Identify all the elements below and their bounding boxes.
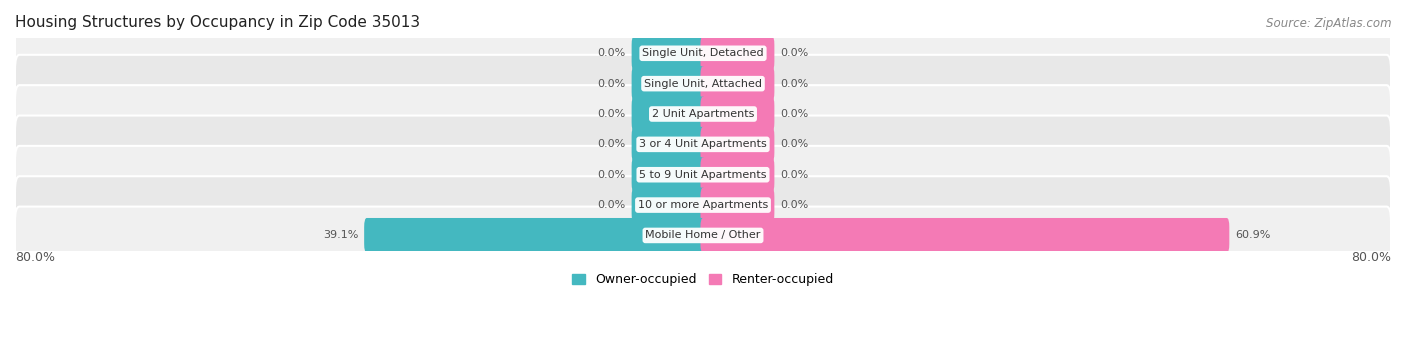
FancyBboxPatch shape [700, 97, 775, 132]
Text: 0.0%: 0.0% [598, 170, 626, 180]
FancyBboxPatch shape [631, 66, 706, 101]
FancyBboxPatch shape [15, 116, 1391, 173]
Text: 0.0%: 0.0% [780, 109, 808, 119]
FancyBboxPatch shape [15, 85, 1391, 143]
Legend: Owner-occupied, Renter-occupied: Owner-occupied, Renter-occupied [568, 268, 838, 291]
Text: Single Unit, Detached: Single Unit, Detached [643, 48, 763, 58]
FancyBboxPatch shape [631, 157, 706, 192]
FancyBboxPatch shape [15, 176, 1391, 234]
Text: Housing Structures by Occupancy in Zip Code 35013: Housing Structures by Occupancy in Zip C… [15, 15, 420, 30]
FancyBboxPatch shape [700, 127, 775, 162]
FancyBboxPatch shape [700, 188, 775, 223]
Text: 0.0%: 0.0% [598, 109, 626, 119]
Text: 3 or 4 Unit Apartments: 3 or 4 Unit Apartments [640, 139, 766, 149]
Text: 0.0%: 0.0% [598, 48, 626, 58]
FancyBboxPatch shape [700, 218, 1229, 253]
FancyBboxPatch shape [15, 55, 1391, 113]
Text: 60.9%: 60.9% [1236, 231, 1271, 240]
Text: 0.0%: 0.0% [780, 200, 808, 210]
Text: 0.0%: 0.0% [598, 200, 626, 210]
Text: 0.0%: 0.0% [598, 139, 626, 149]
Text: 0.0%: 0.0% [780, 48, 808, 58]
FancyBboxPatch shape [364, 218, 706, 253]
FancyBboxPatch shape [631, 36, 706, 71]
FancyBboxPatch shape [700, 36, 775, 71]
Text: 80.0%: 80.0% [1351, 251, 1391, 264]
Text: Single Unit, Attached: Single Unit, Attached [644, 79, 762, 89]
Text: 0.0%: 0.0% [780, 79, 808, 89]
FancyBboxPatch shape [15, 146, 1391, 204]
FancyBboxPatch shape [631, 97, 706, 132]
FancyBboxPatch shape [15, 25, 1391, 82]
Text: 10 or more Apartments: 10 or more Apartments [638, 200, 768, 210]
FancyBboxPatch shape [631, 127, 706, 162]
FancyBboxPatch shape [700, 157, 775, 192]
Text: 0.0%: 0.0% [780, 139, 808, 149]
Text: 0.0%: 0.0% [598, 79, 626, 89]
FancyBboxPatch shape [631, 188, 706, 223]
FancyBboxPatch shape [700, 66, 775, 101]
Text: 0.0%: 0.0% [780, 170, 808, 180]
Text: 5 to 9 Unit Apartments: 5 to 9 Unit Apartments [640, 170, 766, 180]
Text: 80.0%: 80.0% [15, 251, 55, 264]
Text: 2 Unit Apartments: 2 Unit Apartments [652, 109, 754, 119]
Text: Mobile Home / Other: Mobile Home / Other [645, 231, 761, 240]
FancyBboxPatch shape [15, 207, 1391, 264]
Text: Source: ZipAtlas.com: Source: ZipAtlas.com [1267, 17, 1392, 30]
Text: 39.1%: 39.1% [323, 231, 359, 240]
